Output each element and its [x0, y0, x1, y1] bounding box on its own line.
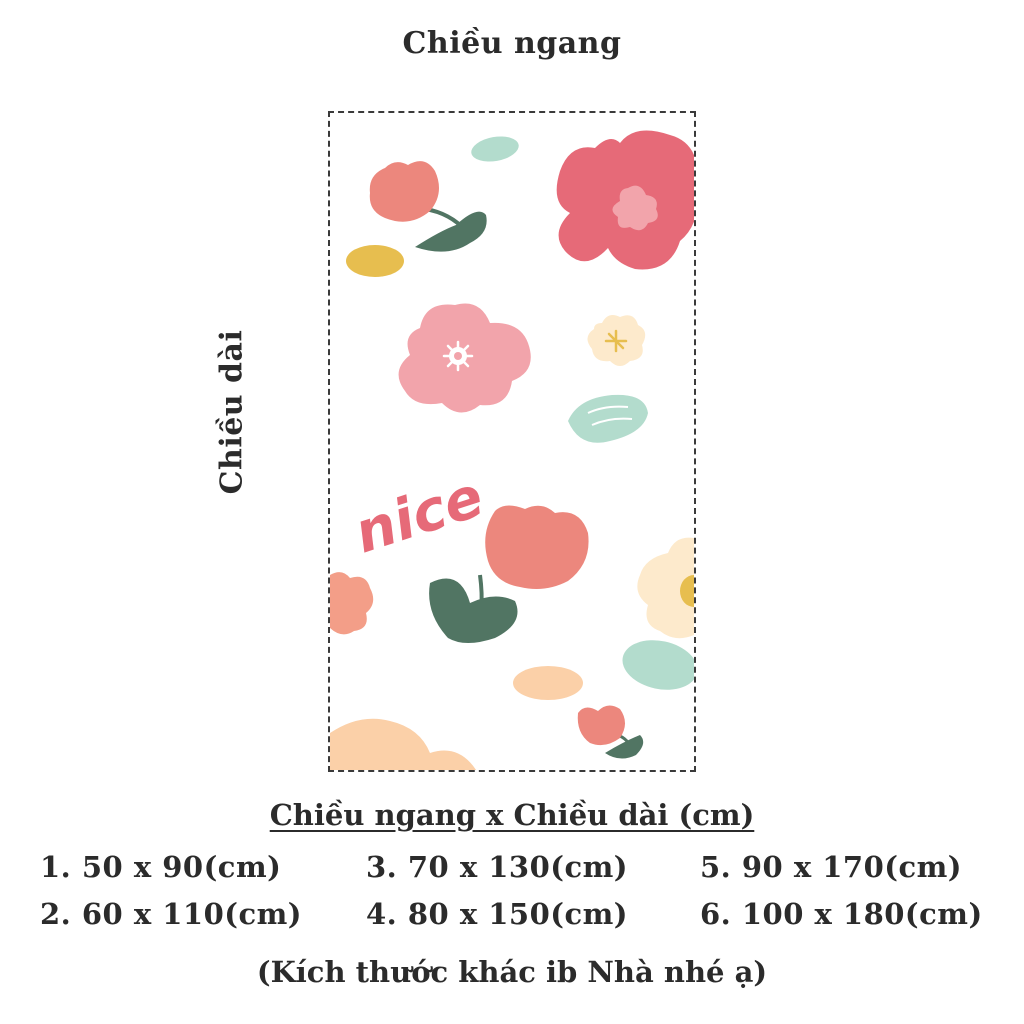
- mint-pebble-lower: [622, 640, 694, 690]
- size-option-4: 4. 80 x 150(cm): [366, 897, 629, 931]
- tulip-tiny: [577, 705, 644, 759]
- width-label: Chiều ngang: [402, 26, 622, 61]
- peach-pebble: [513, 666, 583, 700]
- size-title: Chiều ngang x Chiều dài (cm): [269, 798, 755, 832]
- mustard-pebble: [346, 245, 404, 277]
- nice-word: nice: [347, 464, 491, 566]
- size-option-6: 6. 100 x 180(cm): [700, 897, 983, 931]
- red-flower: [556, 130, 694, 270]
- size-option-5: 5. 90 x 170(cm): [700, 850, 963, 884]
- peach-cloud: [330, 718, 476, 770]
- tulip-large: [429, 505, 589, 643]
- size-option-3: 3. 70 x 130(cm): [366, 850, 629, 884]
- cream-flower: [587, 315, 646, 366]
- mint-pebble: [471, 136, 519, 162]
- flower-pattern: nice: [330, 130, 694, 770]
- size-option-2: 2. 60 x 110(cm): [40, 897, 303, 931]
- towel-outline: nice: [328, 111, 696, 772]
- cream-flower-large: [637, 537, 694, 639]
- tulip-small: [369, 161, 487, 252]
- orange-flower: [330, 572, 374, 635]
- pink-flower: [398, 303, 531, 413]
- size-option-1: 1. 50 x 90(cm): [40, 850, 282, 884]
- length-label: Chiều dài: [214, 329, 250, 495]
- mint-leaf: [568, 394, 648, 443]
- custom-size-note: (Kích thước khác ib Nhà nhé ạ): [256, 955, 768, 989]
